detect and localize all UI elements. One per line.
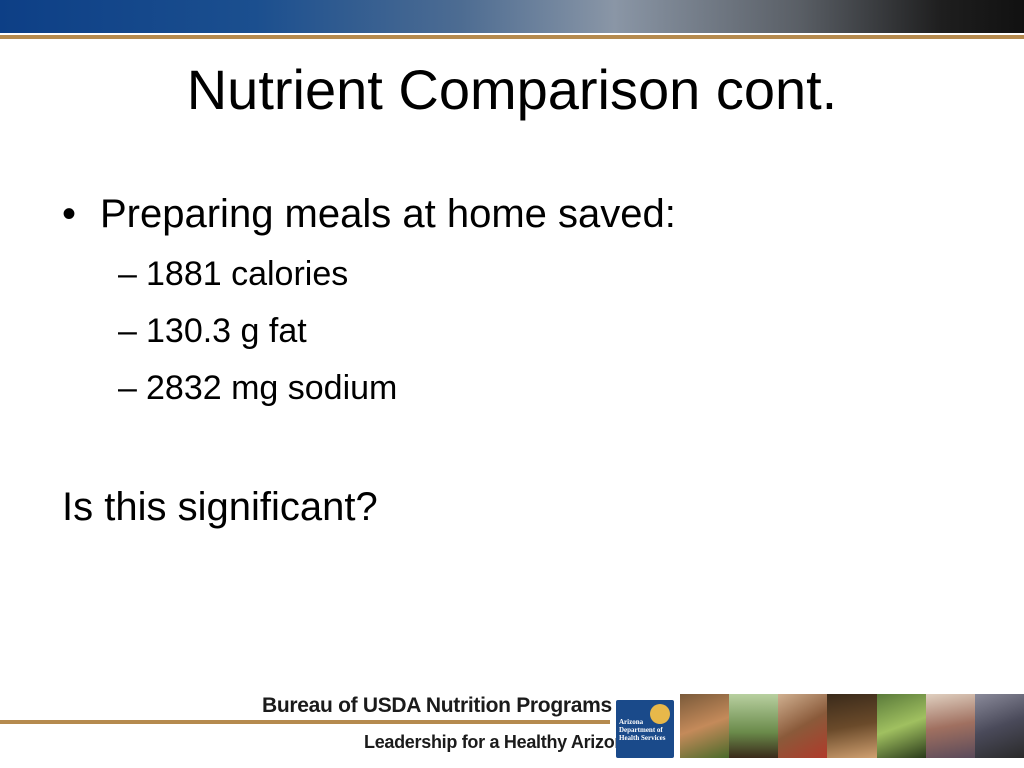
header-gradient-bar: [0, 0, 1024, 33]
footer-gold-rule: [0, 720, 610, 724]
sub-bullet-marker: –: [118, 369, 137, 407]
photo-women-market: [925, 694, 975, 758]
photo-vegetables: [876, 694, 926, 758]
main-bullet-text: Preparing meals at home saved:: [100, 192, 676, 236]
sub-bullet-fat: –130.3 g fat: [118, 314, 307, 348]
question-text: Is this significant?: [62, 485, 378, 529]
adhs-logo: Arizona Department of Health Services: [616, 700, 674, 758]
sun-icon: [650, 704, 670, 724]
sub-bullet-calories: –1881 calories: [118, 257, 348, 291]
footer-org-name: Bureau of USDA Nutrition Programs: [262, 694, 612, 717]
photo-child-eating: [680, 694, 730, 758]
bullet-marker: •: [62, 192, 77, 236]
footer-tagline: Leadership for a Healthy Arizona: [364, 732, 635, 752]
photo-children-group: [778, 694, 828, 758]
photo-child-portrait: [827, 694, 877, 758]
adhs-logo-text: Arizona Department of Health Services: [619, 718, 666, 742]
header-gold-rule: [0, 35, 1024, 39]
sub-bullet-text: 130.3 g fat: [146, 312, 307, 350]
photo-family-garden: [729, 694, 779, 758]
sub-bullet-text: 2832 mg sodium: [146, 369, 398, 407]
photo-man-shopping: [974, 694, 1024, 758]
sub-bullet-text: 1881 calories: [146, 255, 349, 293]
photo-collage: [680, 694, 1024, 758]
main-bullet: • Preparing meals at home saved:: [62, 194, 676, 234]
sub-bullet-marker: –: [118, 312, 137, 350]
sub-bullet-sodium: –2832 mg sodium: [118, 371, 397, 405]
sub-bullet-marker: –: [118, 255, 137, 293]
slide-title: Nutrient Comparison cont.: [186, 58, 838, 121]
